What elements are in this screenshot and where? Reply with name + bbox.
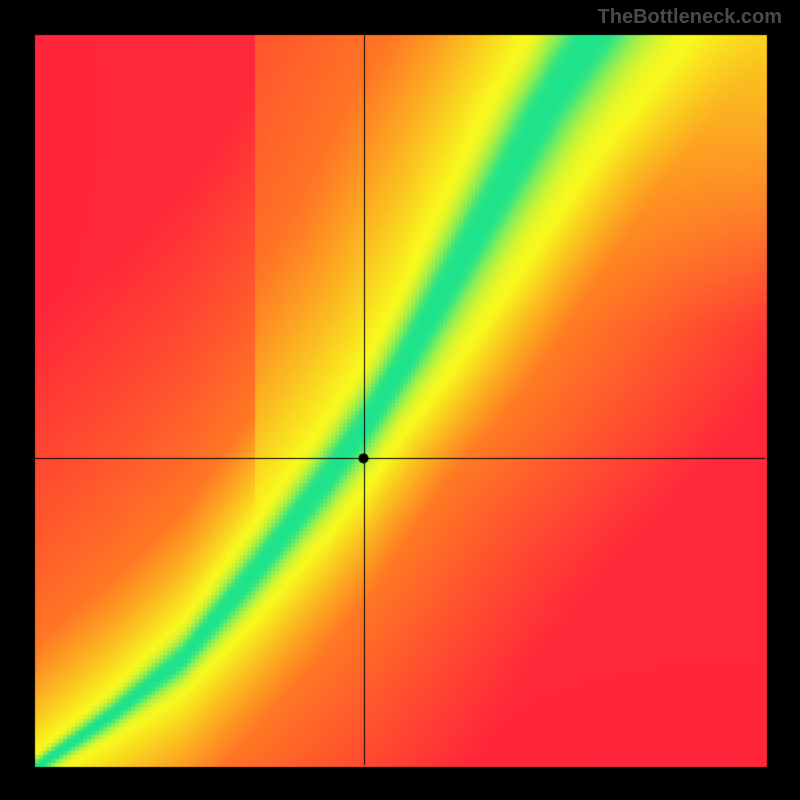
watermark-text: TheBottleneck.com bbox=[598, 6, 782, 29]
chart-container: TheBottleneck.com bbox=[0, 0, 800, 800]
heatmap-canvas bbox=[0, 0, 800, 800]
